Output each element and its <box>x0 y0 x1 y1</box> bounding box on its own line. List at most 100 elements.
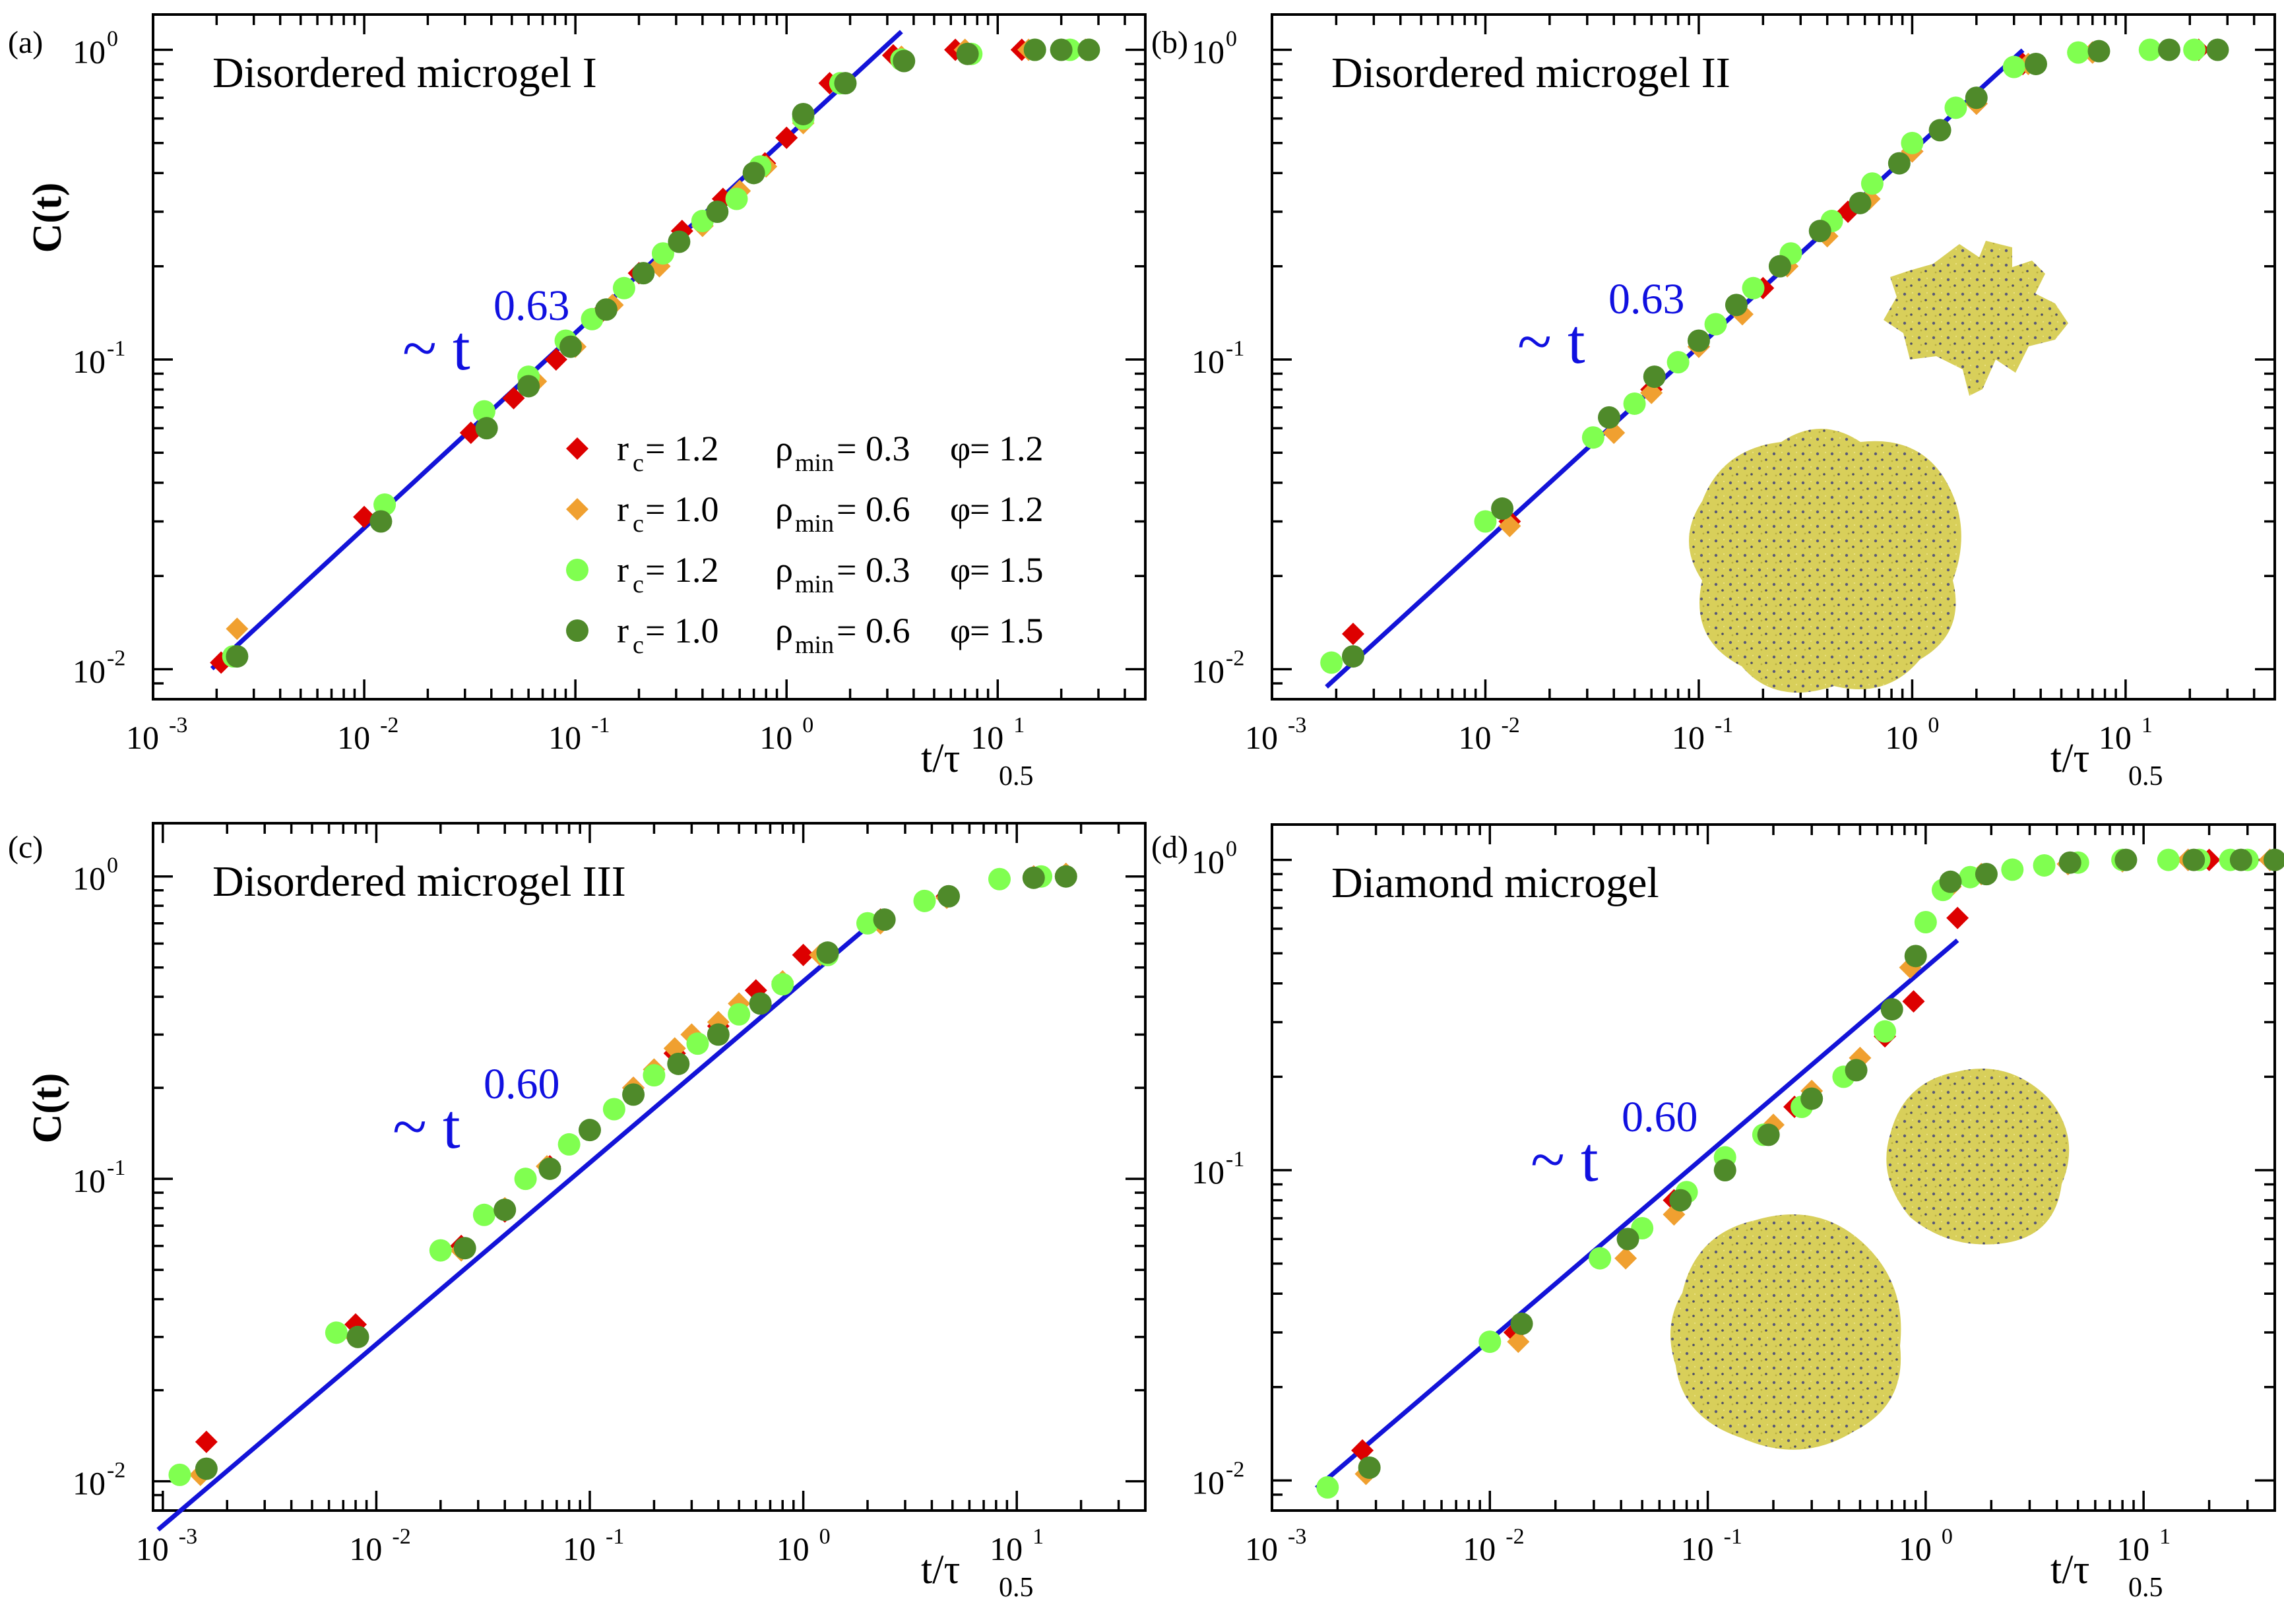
data-point <box>1616 1228 1639 1251</box>
data-point <box>502 387 525 410</box>
x-tick-exponent: 0 <box>819 1524 831 1549</box>
x-axis-label: t/τ <box>921 1547 960 1592</box>
x-tick-exponent: -2 <box>1506 1524 1524 1549</box>
legend-phi: φ <box>950 489 970 529</box>
x-tick-label: 10 <box>126 719 159 756</box>
legend-marker <box>566 559 588 581</box>
data-point <box>195 1430 218 1453</box>
x-tick-exponent: 1 <box>2159 1524 2171 1549</box>
legend-rho: ρ <box>775 550 793 590</box>
data-point <box>873 908 896 931</box>
y-tick-exponent: -1 <box>107 336 125 361</box>
data-point <box>1598 406 1621 429</box>
data-point <box>2182 848 2205 871</box>
data-point <box>2229 848 2252 871</box>
x-tick-label: 10 <box>990 1530 1023 1567</box>
data-point <box>792 102 815 125</box>
legend-rho-sub: min <box>795 449 834 477</box>
legend-rho: ρ <box>775 489 793 529</box>
data-point <box>728 1003 751 1026</box>
data-point <box>369 510 393 533</box>
x-tick-exponent: 1 <box>1013 713 1025 737</box>
data-point <box>1022 866 1045 889</box>
data-point <box>2138 38 2161 61</box>
data-point <box>913 889 936 912</box>
x-tick-exponent: 1 <box>1032 1524 1044 1549</box>
x-tick-label: 10 <box>1463 1530 1496 1567</box>
x-tick-label: 10 <box>777 1530 809 1567</box>
data-point <box>168 1463 191 1486</box>
x-tick-exponent: -2 <box>1501 713 1519 737</box>
data-point <box>612 276 635 299</box>
data-point <box>1320 651 1343 674</box>
x-tick-exponent: 1 <box>2141 713 2153 737</box>
y-tick-label: 10 <box>1191 844 1224 881</box>
data-point <box>988 867 1011 890</box>
legend-rho-sub: min <box>795 571 834 598</box>
y-tick-label: 10 <box>73 1162 106 1199</box>
power-law-fit-line <box>1315 938 1959 1490</box>
y-tick-label: 10 <box>1191 343 1224 380</box>
legend-marker <box>566 498 588 520</box>
legend-rc-value: = 1.2 <box>645 550 718 590</box>
data-point <box>493 1199 517 1222</box>
data-point <box>1351 1439 1374 1462</box>
legend-rho-value: = 0.3 <box>837 429 910 468</box>
y-tick-label: 10 <box>1191 33 1224 70</box>
data-point <box>1845 1059 1868 1082</box>
fit-label: ~ t <box>402 313 470 383</box>
y-tick-label: 10 <box>1191 1464 1224 1501</box>
y-tick-exponent: -2 <box>107 646 125 671</box>
data-point <box>517 375 540 398</box>
x-axis-label: t/τ <box>2050 1547 2089 1592</box>
data-point <box>1768 255 1791 278</box>
data-point <box>602 1098 625 1121</box>
data-point <box>346 1325 369 1348</box>
y-axis-label-bottom: C(t) <box>25 1073 70 1144</box>
data-point <box>2157 848 2180 871</box>
x-axis-label-sub: 0.5 <box>999 761 1034 792</box>
data-point <box>1358 1456 1381 1479</box>
fit-exponent: 0.63 <box>493 282 570 330</box>
legend-rc: r <box>617 611 629 650</box>
x-tick-label: 10 <box>1245 1530 1278 1567</box>
data-point <box>725 187 748 210</box>
x-axis-label-sub: 0.5 <box>999 1573 1034 1603</box>
data-point <box>472 1203 495 1226</box>
data-point <box>1944 96 1967 119</box>
fit-label: ~ t <box>393 1091 460 1162</box>
x-axis-label: t/τ <box>2050 736 2089 781</box>
data-point <box>651 242 674 265</box>
x-tick-exponent: -3 <box>169 713 187 737</box>
legend-phi-value: = 1.2 <box>970 489 1043 529</box>
data-point <box>1478 1330 1502 1354</box>
data-point <box>663 1037 686 1060</box>
data-point <box>706 200 729 223</box>
x-tick-exponent: -2 <box>380 713 398 737</box>
data-point <box>816 941 839 964</box>
data-point <box>453 1237 476 1260</box>
x-tick-exponent: -1 <box>606 1524 624 1549</box>
data-point <box>1341 623 1364 646</box>
legend-rho-value: = 0.3 <box>837 550 910 590</box>
y-tick-exponent: -1 <box>1226 1147 1244 1171</box>
x-tick-label: 10 <box>337 719 370 756</box>
data-point <box>1316 1476 1339 1499</box>
data-point <box>557 1133 581 1156</box>
data-point <box>686 1032 709 1055</box>
data-point <box>1704 313 1727 336</box>
microgel-snapshot-collapsed <box>1886 1069 2070 1245</box>
x-tick-exponent: -1 <box>1715 713 1733 737</box>
data-point <box>538 1157 561 1180</box>
data-point <box>742 162 765 185</box>
legend-phi: φ <box>950 611 970 650</box>
plot-frame <box>152 13 1147 701</box>
data-point <box>956 42 979 65</box>
legend-rho: ρ <box>775 429 793 468</box>
x-tick-label: 10 <box>1245 719 1278 756</box>
x-tick-label: 10 <box>1885 719 1918 756</box>
data-point <box>1880 998 1903 1021</box>
series-3 <box>168 865 1053 1486</box>
data-point <box>632 262 655 285</box>
